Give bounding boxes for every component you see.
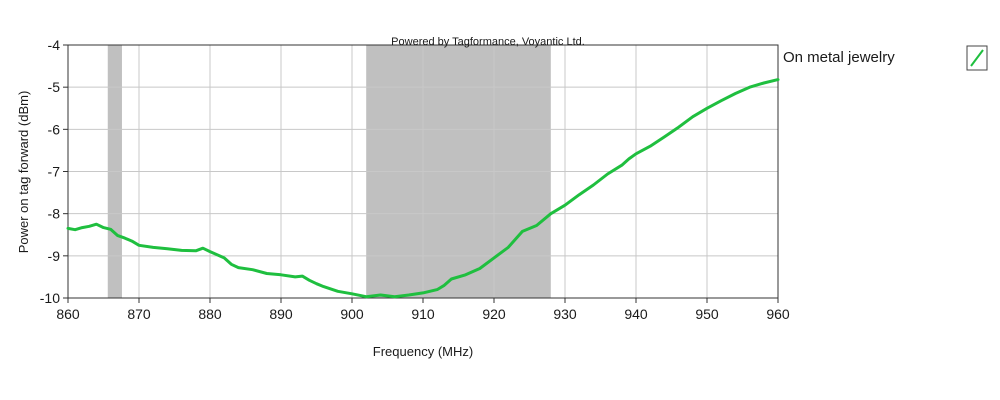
x-tick-label: 890 — [269, 306, 293, 322]
legend: On metal jewelry — [783, 45, 988, 71]
credit-text: Powered by Tagformance, Voyantic Ltd. — [391, 36, 585, 48]
x-tick-label: 940 — [624, 306, 648, 322]
series-line-0 — [66, 78, 780, 299]
legend-label: On metal jewelry — [783, 49, 895, 66]
y-axis: -4 -5 -6 -7 -8 -9 -10 — [40, 37, 68, 306]
y-tick-label: -9 — [48, 248, 61, 264]
y-tick-label: -6 — [48, 121, 61, 137]
y-axis-title: Power on tag forward (dBm) — [16, 91, 31, 254]
x-axis-title: Frequency (MHz) — [373, 344, 473, 359]
y-tick-label: -7 — [48, 164, 61, 180]
y-tick-label: -8 — [48, 206, 61, 222]
x-tick-label: 920 — [482, 306, 506, 322]
y-tick-label: -10 — [40, 290, 60, 306]
x-tick-label: 950 — [695, 306, 719, 322]
legend-line-icon — [970, 49, 984, 67]
x-tick-label: 900 — [340, 306, 364, 322]
x-axis: 860 870 880 890 900 910 920 930 940 950 960 — [56, 298, 790, 322]
x-tick-label: 870 — [127, 306, 151, 322]
y-tick-label: -4 — [48, 37, 61, 53]
x-tick-label: 960 — [766, 306, 790, 322]
grid-lines — [68, 45, 778, 298]
series-layer — [66, 78, 780, 299]
x-tick-label: 910 — [411, 306, 435, 322]
x-tick-label: 860 — [56, 306, 80, 322]
x-tick-label: 930 — [553, 306, 577, 322]
y-tick-label: -5 — [48, 79, 61, 95]
x-tick-label: 880 — [198, 306, 222, 322]
